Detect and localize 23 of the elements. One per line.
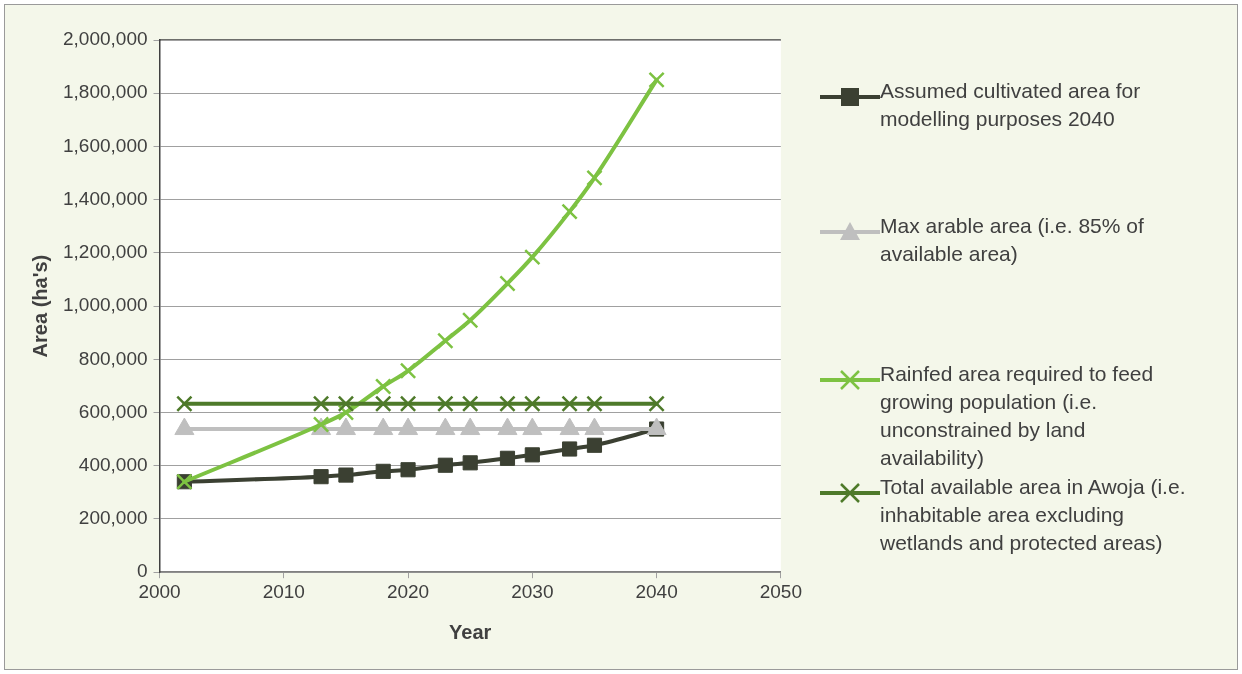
y-tick-label: 1,200,000 [62,241,148,263]
y-tick-label: 800,000 [78,347,148,369]
y-tick-label: 1,000,000 [62,294,148,316]
legend-label: Total available area in Awoja (i.e. inhabitable area excluding wetlands and protected areas) [880,474,1187,556]
x-tick-label: 2010 [262,580,305,602]
y-axis-title: Area (ha's) [28,254,51,358]
y-tick-label: 0 [136,560,148,582]
x-tick-label: 2040 [635,580,678,602]
y-tick-label: 1,600,000 [62,134,148,156]
legend-label: Rainfed area required to feed growing population (i.e. unconstrained by land availability) [880,361,1155,471]
legend-label: Assumed cultivated area for modelling purposes 2040 [880,78,1142,132]
y-tick-label: 1,400,000 [62,187,148,209]
legend-label: Max arable area (i.e. 85% of available area) [880,213,1145,267]
y-tick-label: 2,000,000 [62,28,148,50]
y-tick-label: 1,800,000 [62,81,148,103]
y-tick-label: 600,000 [78,400,148,422]
x-tick-label: 2020 [386,580,430,602]
x-tick-label: 2000 [138,580,181,602]
x-tick-label: 2050 [759,580,803,602]
y-tick-label: 400,000 [78,453,148,475]
x-tick-label: 2030 [511,580,554,602]
x-axis-title: Year [449,620,492,643]
y-tick-label: 200,000 [78,507,148,529]
